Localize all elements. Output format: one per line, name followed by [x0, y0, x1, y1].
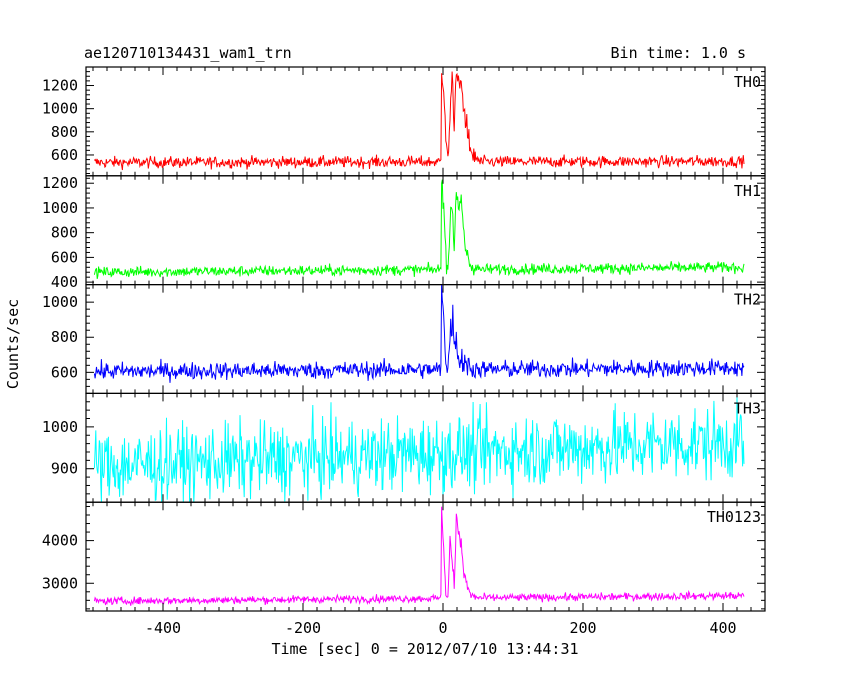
y-tick-label: 3000	[42, 574, 78, 592]
y-axis-label: Counts/sec	[4, 299, 22, 389]
panel-frame	[85, 392, 766, 503]
y-tick-label: 1200	[42, 174, 78, 192]
x-tick-label: 200	[569, 619, 596, 637]
y-tick-label: 600	[51, 248, 78, 266]
y-tick-label: 1000	[42, 199, 78, 217]
panel-label-th1: TH1	[734, 182, 761, 200]
y-tick-label: 1000	[42, 418, 78, 436]
y-tick-label: 600	[51, 146, 78, 164]
bin-time-label: Bin time: 1.0 s	[610, 44, 746, 62]
y-tick-label: 1000	[42, 293, 78, 311]
chart-title: ae120710134431_wam1_trn	[84, 44, 292, 62]
panel-label-th0123: TH0123	[707, 508, 761, 526]
x-tick-label: 400	[709, 619, 736, 637]
y-tick-label: 600	[51, 363, 78, 381]
y-tick-label: 800	[51, 123, 78, 141]
y-tick-label: 4000	[42, 532, 78, 550]
panel-label-th2: TH2	[734, 291, 761, 309]
y-tick-label: 400	[51, 273, 78, 291]
x-axis-label: Time [sec] 0 = 2012/07/10 13:44:31	[271, 640, 578, 658]
series-line-th0	[94, 71, 745, 171]
series-line-th3	[93, 395, 745, 503]
y-tick-label: 800	[51, 224, 78, 242]
series-line-th2	[93, 284, 745, 383]
panel-frame	[85, 501, 766, 612]
y-tick-label: 900	[51, 460, 78, 478]
y-tick-label: 800	[51, 328, 78, 346]
x-tick-label: 0	[438, 619, 447, 637]
series-line-th1	[93, 179, 745, 280]
series-line-th0123	[93, 506, 745, 606]
x-tick-label: -200	[285, 619, 321, 637]
x-tick-label: -400	[145, 619, 181, 637]
y-tick-label: 1000	[42, 100, 78, 118]
panel-label-th3: TH3	[734, 399, 761, 417]
panel-label-th0: TH0	[734, 73, 761, 91]
y-tick-label: 1200	[42, 77, 78, 95]
panels-group: 600 800 1000 1200 TH0 400 600 800 1000 1200 TH1 600…	[42, 66, 766, 637]
